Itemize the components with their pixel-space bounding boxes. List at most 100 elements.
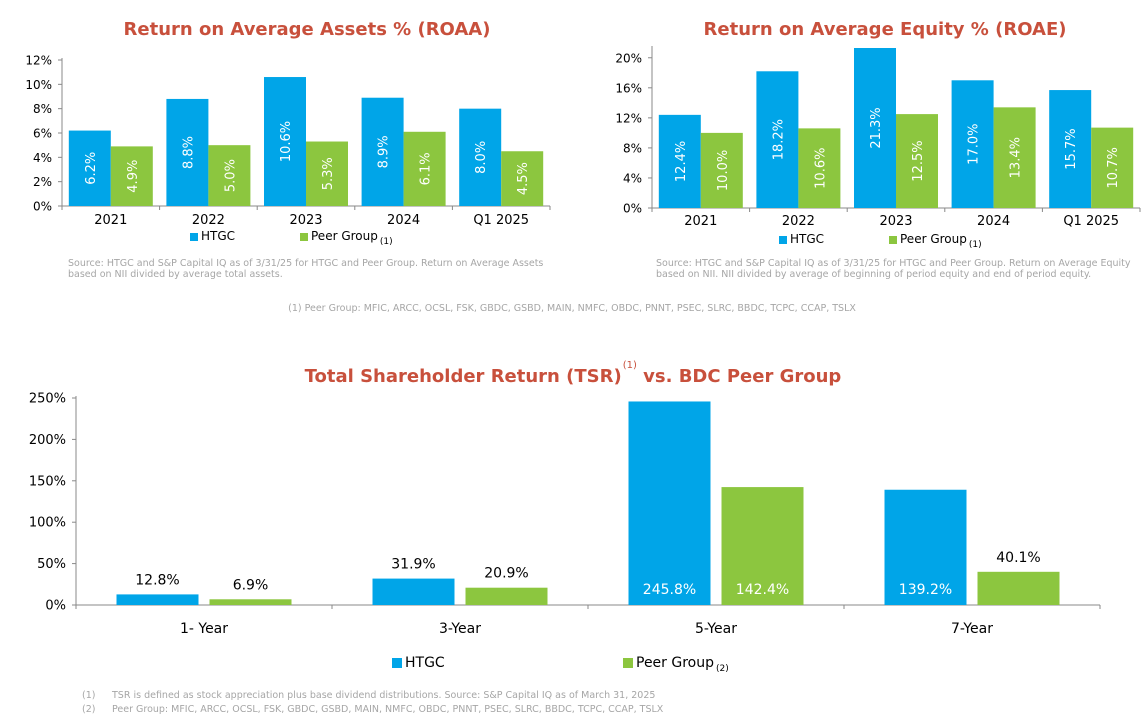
roaa-source-note: Source: HTGC and S&P Capital IQ as of 3/… (68, 258, 544, 280)
tsr-category-label-0: 1- Year (180, 621, 228, 637)
roae-value-label-htgc-2: 21.3% (869, 107, 884, 148)
roaa-category-label-2: 2023 (289, 213, 322, 228)
footnote-1-text: TSR is defined as stock appreciation plu… (112, 690, 656, 701)
roae-value-label-htgc-3: 17.0% (967, 123, 982, 164)
roae-category-label-0: 2021 (684, 214, 717, 229)
roae-category-label-1: 2022 (782, 214, 815, 229)
roae-bar-peer-0 (700, 132, 743, 208)
roae-legend-swatch-htgc (779, 236, 787, 244)
roae-bar-peer-3 (993, 107, 1036, 208)
roaa-value-label-htgc-2: 10.6% (279, 121, 294, 162)
roaa-category-label-3: 2024 (387, 213, 420, 228)
footnote-1-number: (1) (82, 690, 96, 701)
roae-category-label-3: 2024 (977, 214, 1010, 229)
roaa-bar-htgc-4 (459, 108, 502, 206)
roae-bar-peer-2 (896, 114, 938, 208)
roae-bar-peer-1 (798, 128, 841, 208)
tsr-value-label-peer-2: 142.4% (736, 582, 789, 598)
roaa-value-label-peer-1: 5.0% (223, 159, 238, 192)
roaa-value-label-peer-2: 5.3% (321, 157, 336, 190)
roae-legend-swatch-peer (889, 236, 897, 244)
tsr-legend-label-htgc: HTGC (405, 655, 445, 671)
tsr-title-main: Total Shareholder Return (TSR) (304, 366, 622, 387)
roae-bar-htgc-2 (854, 48, 896, 208)
roae-value-label-peer-1: 10.6% (813, 148, 828, 189)
tsr-legend-subscript-peer: (2) (716, 664, 729, 674)
roae-category-label-4: Q1 2025 (1063, 214, 1119, 229)
tsr-bar-peer-1 (465, 587, 548, 605)
roaa-value-label-htgc-1: 8.8% (181, 136, 196, 169)
roaa-ytick-label-6: 12% (25, 54, 52, 68)
tsr-bar-htgc-0 (116, 594, 199, 605)
roaa-bar-htgc-0 (68, 130, 111, 206)
roae-ytick-label-0: 0% (623, 202, 642, 216)
roaa-bar-peer-2 (306, 141, 348, 206)
tsr-ytick-label-1: 50% (37, 557, 66, 572)
tsr-category-label-3: 7-Year (951, 621, 993, 637)
roae-ytick-label-4: 16% (615, 81, 642, 95)
tsr-chart-title: Total Shareholder Return (TSR)(1) vs. BD… (0, 360, 1146, 387)
footnote-2-text: Peer Group: MFIC, ARCC, OCSL, FSK, GBDC,… (112, 704, 664, 715)
roae-legend-subscript-peer: (1) (969, 240, 982, 250)
roae-ytick-label-2: 8% (623, 141, 642, 155)
roae-source-note: Source: HTGC and S&P Capital IQ as of 3/… (656, 258, 1131, 280)
roaa-bar-htgc-1 (166, 98, 209, 206)
tsr-bar-htgc-1 (372, 578, 455, 605)
roae-chart-title: Return on Average Equity % (ROAE) (703, 19, 1067, 40)
roaa-chart-title: Return on Average Assets % (ROAA) (123, 19, 491, 40)
roaa-category-label-4: Q1 2025 (473, 213, 529, 228)
roaa-value-label-htgc-4: 8.0% (474, 141, 489, 174)
roaa-value-label-peer-0: 4.9% (126, 160, 141, 193)
roaa-bar-peer-1 (208, 145, 251, 206)
tsr-bar-htgc-3 (884, 489, 967, 605)
roae-legend-label-peer: Peer Group (900, 232, 967, 246)
roaa-ytick-label-3: 6% (33, 127, 52, 141)
roae-ytick-label-5: 20% (615, 51, 642, 65)
roaa-legend-label-htgc: HTGC (201, 229, 235, 243)
tsr-value-label-htgc-2: 245.8% (643, 582, 696, 598)
tsr-legend-swatch-htgc (392, 658, 402, 668)
tsr-category-label-1: 3-Year (439, 621, 481, 637)
roae-value-label-peer-4: 10.7% (1106, 147, 1121, 188)
roae-value-label-peer-3: 13.4% (1009, 137, 1024, 178)
roaa-legend-subscript-peer: (1) (380, 237, 393, 247)
tsr-ytick-label-0: 0% (45, 599, 66, 614)
roaa-ytick-label-4: 8% (33, 102, 52, 116)
tsr-bar-peer-0 (209, 599, 292, 605)
roae-bar-htgc-1 (756, 71, 799, 209)
tsr-value-label-htgc-1: 31.9% (391, 557, 435, 573)
roaa-bar-htgc-2 (264, 77, 306, 207)
footnote-2: (2) Peer Group: MFIC, ARCC, OCSL, FSK, GB… (82, 704, 1082, 715)
roaa-value-label-peer-4: 4.5% (516, 162, 531, 195)
tsr-value-label-peer-1: 20.9% (484, 566, 528, 582)
tsr-legend-swatch-peer (623, 658, 633, 668)
roae-ytick-label-3: 12% (615, 111, 642, 125)
tsr-ytick-label-3: 150% (29, 474, 66, 489)
roae-bar-peer-4 (1091, 127, 1134, 208)
tsr-title-suffix: vs. BDC Peer Group (643, 366, 842, 387)
tsr-ytick-label-2: 100% (29, 516, 66, 531)
peer-group-note: (1) Peer Group: MFIC, ARCC, OCSL, FSK, G… (288, 303, 856, 314)
roaa-value-label-peer-3: 6.1% (419, 152, 434, 185)
tsr-value-label-htgc-3: 139.2% (899, 582, 952, 598)
tsr-bar-peer-2 (721, 487, 804, 605)
roaa-legend-swatch-peer (300, 233, 308, 241)
tsr-bar-peer-3 (977, 571, 1060, 605)
tsr-ytick-label-4: 200% (29, 433, 66, 448)
tsr-legend-label-peer: Peer Group (636, 655, 714, 671)
tsr-value-label-peer-0: 6.9% (233, 577, 269, 593)
tsr-title-superscript: (1) (622, 360, 637, 371)
roae-value-label-peer-2: 12.5% (911, 140, 926, 181)
roaa-bar-peer-4 (501, 151, 544, 206)
roae-category-label-2: 2023 (879, 214, 912, 229)
tsr-category-label-2: 5-Year (695, 621, 737, 637)
roaa-value-label-htgc-3: 8.9% (377, 135, 392, 168)
roae-ytick-label-1: 4% (623, 171, 642, 185)
roaa-legend-label-peer: Peer Group (311, 229, 378, 243)
roae-value-label-htgc-1: 18.2% (771, 119, 786, 160)
roae-value-label-htgc-0: 12.4% (674, 141, 689, 182)
tsr-value-label-peer-3: 40.1% (996, 550, 1040, 566)
roaa-ytick-label-2: 4% (33, 151, 52, 165)
footnote-1: (1) TSR is defined as stock appreciation … (82, 690, 1082, 701)
tsr-value-label-htgc-0: 12.8% (135, 572, 179, 588)
